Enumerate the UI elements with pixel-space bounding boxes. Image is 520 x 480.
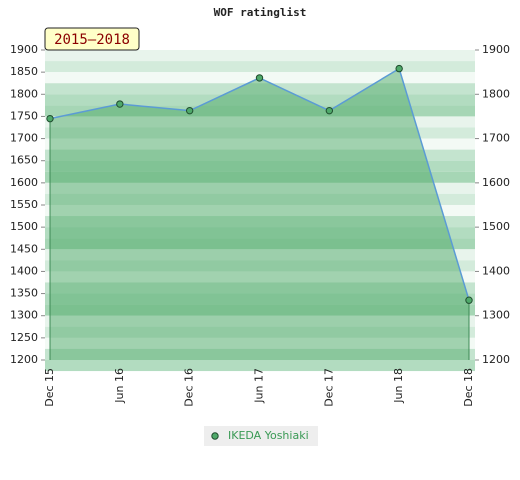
legend-box	[204, 426, 318, 446]
y2-tick-label: 1700	[482, 132, 510, 145]
y-tick-label: 1750	[10, 109, 38, 122]
y-tick-label: 1400	[10, 264, 38, 277]
point	[325, 106, 334, 115]
x-tick-label: Jun 17	[253, 368, 266, 404]
x-tick-label: Dec 17	[322, 368, 335, 407]
point	[185, 106, 194, 115]
point	[395, 64, 403, 73]
y-tick-label: 1800	[10, 87, 38, 100]
area	[50, 68, 469, 360]
y-tick-label: 1450	[10, 242, 38, 255]
point	[116, 100, 124, 108]
x-tick-label: Dec 16	[183, 368, 196, 407]
chart-title: WOF ratinglist	[214, 6, 307, 19]
x-tick-label: Jun 16	[113, 368, 126, 404]
y-tick-label: 1850	[10, 65, 38, 78]
y2-tick-label: 1900	[482, 43, 510, 56]
y2-tick-label: 1300	[482, 309, 510, 322]
y-tick-label: 1900	[10, 43, 38, 56]
plot-area	[45, 50, 475, 372]
x-tick-label: Dec 18	[462, 368, 475, 407]
point	[465, 296, 473, 304]
x-tick-label: Jun 18	[392, 368, 405, 404]
point	[255, 74, 264, 82]
legend-label: IKEDA Yoshiaki	[228, 429, 309, 442]
y-tick-label: 1500	[10, 220, 38, 233]
y-tick-label: 1600	[10, 176, 38, 189]
annotation-box	[44, 27, 140, 51]
y2-tick-label: 1500	[482, 220, 510, 233]
background-stripe	[45, 359, 475, 372]
y-tick-label: 1300	[10, 309, 38, 322]
point	[46, 114, 54, 123]
y-tick-label: 1350	[10, 287, 38, 300]
y2-tick-label: 1400	[482, 264, 510, 277]
y2-tick-label: 1800	[482, 87, 510, 100]
y-tick-label: 1250	[10, 331, 38, 344]
y2-tick-label: 1600	[482, 176, 510, 189]
y-tick-label: 1550	[10, 198, 38, 211]
background-stripe	[45, 61, 475, 73]
legend-marker	[211, 432, 219, 440]
y-tick-label: 1200	[10, 353, 38, 366]
y2-tick-label: 1200	[482, 353, 510, 366]
annotation: 2015–2018	[54, 32, 130, 48]
background-stripe	[45, 50, 475, 62]
x-tick-label: Dec 15	[43, 368, 56, 407]
y-tick-label: 1650	[10, 154, 38, 167]
y-tick-label: 1700	[10, 132, 38, 145]
